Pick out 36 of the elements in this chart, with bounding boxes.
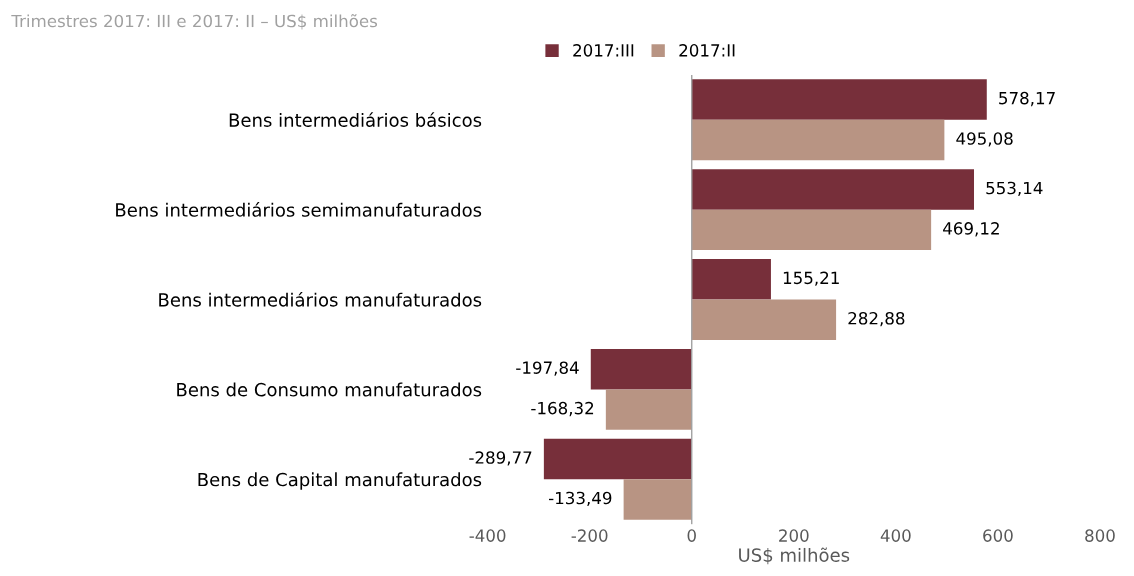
y-tick-label: Bens intermediários básicos [229,112,482,127]
bar [691,169,975,210]
legend-label: 2017:III [573,44,634,57]
data-label: -168,32 [531,401,594,417]
data-label: -133,49 [548,491,612,506]
y-tick-label: Bens intermediários manufaturados [159,291,482,307]
y-tick-label: Bens de Consumo manufaturados [177,382,482,397]
data-label: 155,21 [783,271,839,286]
x-tick-label: 600 [983,529,1013,542]
bar [691,259,771,300]
x-axis-title: US$ milhões [739,547,850,565]
y-tick-label: Bens intermediários semimanufaturados [116,202,482,217]
bar [590,348,692,390]
text: Trimestres 2017: III e 2017: II – US$ milhões [11,14,378,30]
data-label: 282,88 [848,311,905,327]
x-tick-label: 0 [687,529,696,542]
data-label: 578,17 [999,91,1055,107]
x-tick-label: 800 [1085,529,1115,542]
data-label: 553,14 [986,181,1043,196]
bar [691,299,837,340]
data-label: 469,12 [943,222,999,237]
data-label: -197,84 [516,361,579,376]
bar [543,438,692,480]
bar [691,79,987,120]
bar [623,479,692,520]
data-label: 495,08 [956,132,1013,147]
x-tick-label: 400 [880,529,911,542]
bar [691,119,945,161]
x-tick-label: -400 [469,529,506,542]
legend-label: 2017:II [679,44,735,57]
y-tick-label: Bens de Capital manufaturados [198,472,482,490]
data-label: -289,77 [469,451,532,466]
bar [691,209,932,251]
bar [605,389,692,430]
x-tick-label: 200 [779,529,809,542]
x-tick-label: -200 [571,529,608,542]
